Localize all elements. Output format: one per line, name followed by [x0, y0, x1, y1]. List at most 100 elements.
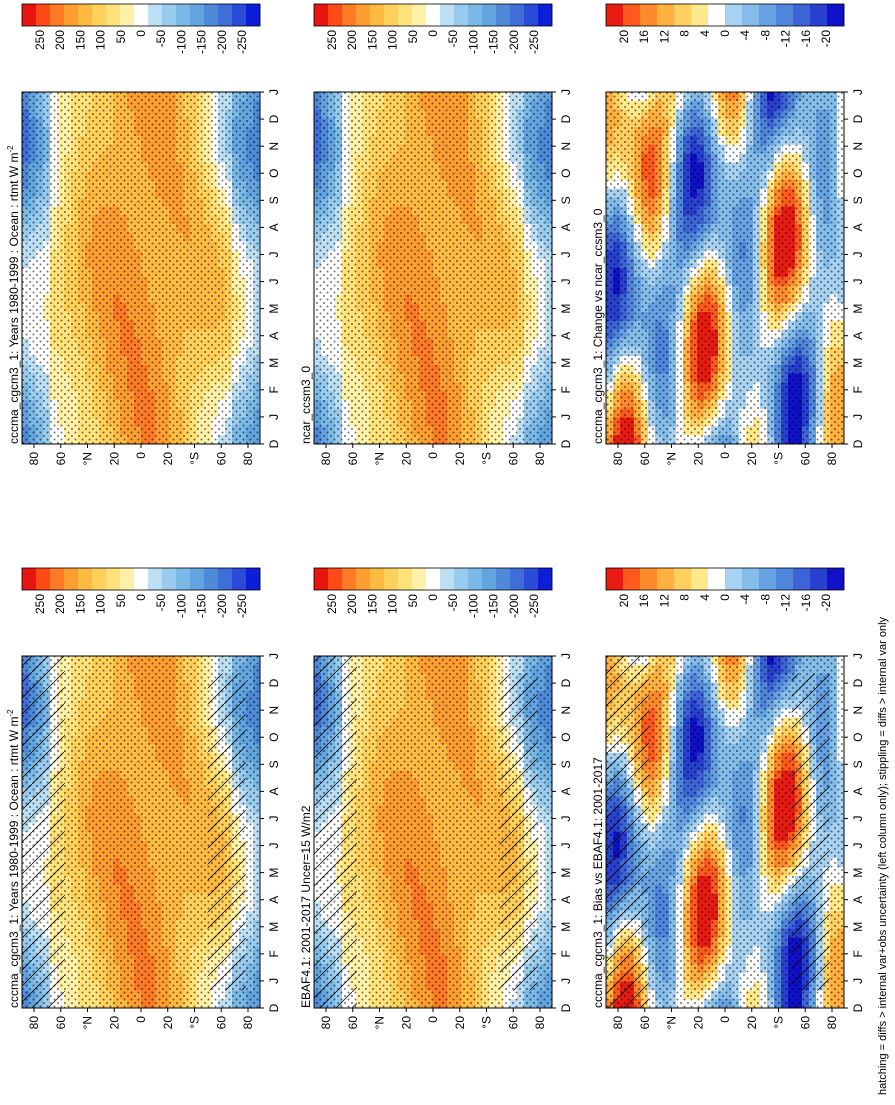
stippling-overlay	[22, 92, 260, 444]
colorbar-label: -250	[527, 30, 541, 54]
panel-title-text: cccma_cgcm3_1: Years 1980-1999 : Ocean :…	[7, 153, 21, 444]
colorbar-label: 0	[426, 594, 440, 601]
colorbar-swatch	[36, 568, 51, 590]
lat-tick-label: °N	[373, 452, 387, 465]
colorbar-label: 200	[345, 594, 359, 614]
colorbar-swatch	[232, 4, 247, 26]
colorbar-swatch	[120, 568, 135, 590]
month-tick-label: J	[559, 414, 573, 420]
colorbar-swatch	[356, 568, 371, 590]
colorbar-swatch	[398, 4, 413, 26]
colorbar-swatch	[36, 4, 51, 26]
colorbar-swatch	[92, 568, 107, 590]
month-tick-label: J	[267, 279, 281, 285]
colorbar-swatch	[176, 4, 191, 26]
colorbar-label: -150	[195, 30, 209, 54]
colorbar-swatch	[482, 568, 497, 590]
colorbar-label: -50	[446, 594, 460, 612]
panel-middle-left: 80 60 °N 20 0 20 °S 60 80DJFMAMJJASONDJEBAF4.1: …	[299, 653, 573, 1029]
colorbar-swatch	[148, 4, 163, 26]
month-tick-label: S	[267, 760, 281, 768]
month-tick-label: N	[267, 706, 281, 715]
colorbar-swatch	[524, 568, 539, 590]
month-tick-label: F	[559, 386, 573, 393]
colorbar-label: 50	[114, 30, 128, 44]
month-tick-label: D	[267, 439, 281, 448]
panel-title: cccma_cgcm3_1: Years 1980-1999 : Ocean :…	[6, 145, 21, 444]
lat-tick-label: 60	[506, 452, 520, 466]
colorbar-label: -100	[466, 594, 480, 618]
lat-tick-label: 60	[214, 452, 228, 466]
colorbar-label: 0	[134, 30, 148, 37]
colorbar-label: 50	[406, 30, 420, 44]
colorbar-label: -100	[174, 594, 188, 618]
panel-top-left: 80 60 °N 20 0 20 °S 60 80DJFMAMJJASONDJcccma_cgc…	[6, 653, 281, 1029]
lat-tick-label: 20	[107, 452, 121, 466]
lat-tick-label: °S	[480, 452, 494, 465]
month-tick-label: N	[559, 142, 573, 151]
colorbar-swatch	[538, 4, 553, 26]
month-tick-label: M	[267, 868, 281, 878]
colorbar-swatch	[384, 4, 399, 26]
lat-tick-label: 20	[161, 452, 175, 466]
colorbar-swatch	[246, 568, 261, 590]
month-tick-label: A	[559, 332, 573, 340]
panel-middle-right: 80 60 °N 20 0 20 °S 60 80DJFMAMJJASONDJncar_ccsm…	[299, 89, 573, 465]
colorbar-frame	[21, 567, 261, 591]
colorbar-swatch	[232, 568, 247, 590]
colorbar-label: 150	[365, 594, 379, 614]
colorbar-label: -50	[446, 30, 460, 48]
lat-tick-label: °S	[188, 452, 202, 465]
colorbar-swatch	[218, 4, 233, 26]
colorbar-label: 0	[426, 30, 440, 37]
colorbar-label: 200	[345, 30, 359, 50]
colorbar-label: -250	[235, 594, 249, 618]
lat-tick-label: 60	[346, 452, 360, 466]
colorbar-label: -200	[215, 594, 229, 618]
colorbar-swatch	[314, 568, 329, 590]
panel-title-text: cccma_cgcm3_1: Years 1980-1999 : Ocean :…	[7, 717, 21, 1008]
colorbar-swatch	[218, 568, 233, 590]
colorbar-swatch	[412, 4, 427, 26]
colorbar-swatch	[482, 4, 497, 26]
month-tick-label: O	[559, 169, 573, 178]
colorbar-swatch	[204, 568, 219, 590]
month-tick-label: D	[559, 114, 573, 123]
colorbar-label: 50	[114, 594, 128, 608]
colorbar-label: -150	[195, 594, 209, 618]
colorbar-swatch	[50, 4, 65, 26]
colorbar-frame	[21, 3, 261, 27]
month-tick-label: A	[267, 787, 281, 795]
colorbar-label: 250	[325, 594, 339, 614]
month-tick-label: J	[267, 414, 281, 420]
month-tick-label: M	[559, 358, 573, 368]
colorbar-swatch	[496, 4, 511, 26]
colorbar-swatch	[440, 4, 455, 26]
lat-tick-label: 80	[241, 1016, 255, 1030]
colorbar-swatch	[524, 4, 539, 26]
month-tick-label: F	[267, 950, 281, 957]
colorbar-swatch	[106, 568, 121, 590]
colorbar-swatch	[412, 568, 427, 590]
colorbar-swatch	[510, 4, 525, 26]
lat-tick-label: 0	[134, 452, 148, 459]
colorbar-middle-right: 250 200 150 100 50 0 -50 -100 -150 -200 -250	[313, 3, 553, 54]
colorbar-swatch	[468, 4, 483, 26]
lat-tick-label: 20	[161, 1016, 175, 1030]
colorbar-swatch	[384, 568, 399, 590]
lat-tick-label: 0	[426, 452, 440, 459]
lat-tick-label: 20	[107, 1016, 121, 1030]
colorbar-label: 100	[386, 30, 400, 50]
month-tick-label: M	[267, 358, 281, 368]
colorbar-swatch	[468, 568, 483, 590]
colorbar-label: 200	[53, 594, 67, 614]
colorbar-label: 200	[53, 30, 67, 50]
colorbar-swatch	[440, 568, 455, 590]
panel-title-text: ncar_ccsm3_0	[299, 366, 313, 444]
month-tick-label: D	[267, 678, 281, 687]
month-tick-label: F	[267, 386, 281, 393]
colorbar-top-right: 250 200 150 100 50 0 -50 -100 -150 -200 -250	[21, 3, 261, 54]
colorbar-label: 100	[94, 594, 108, 614]
month-tick-label: O	[267, 169, 281, 178]
colorbar-swatch	[92, 4, 107, 26]
